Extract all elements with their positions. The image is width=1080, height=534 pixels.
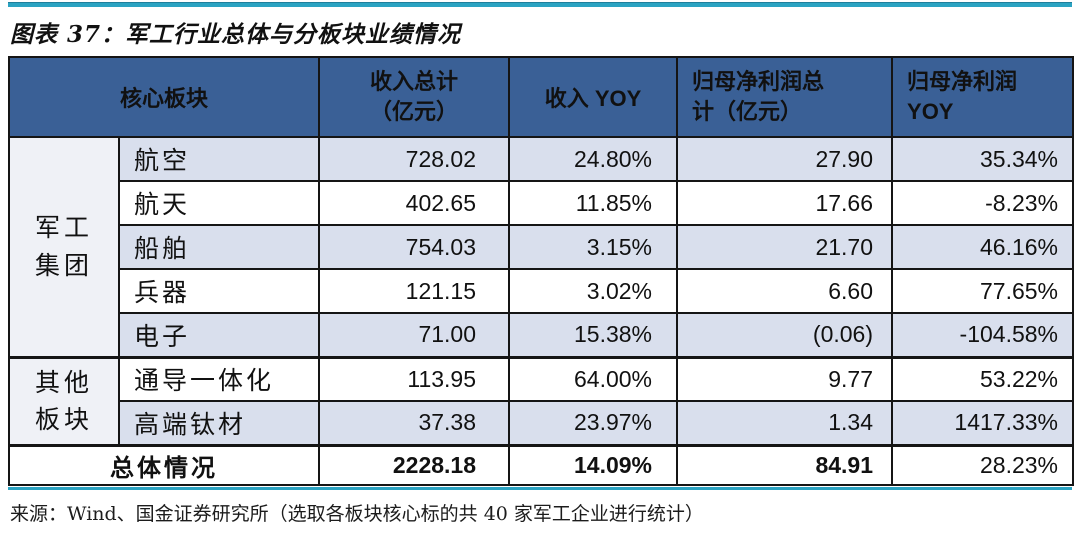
col-header-core-sector: 核心板块 — [7, 56, 321, 138]
sector-name-cell: 航天 — [117, 180, 321, 226]
profit-yoy-cell: -8.23% — [891, 180, 1075, 226]
col-header-revenue-total-line1: 收入总计 — [370, 69, 459, 95]
table-row-aviation: 军工集团 航空 728.02 24.80% 27.90 35.34% — [8, 136, 1075, 358]
col-header-profit-yoy-line1: 归母净利润 — [907, 69, 1018, 95]
group-cell-other: 其他板块 — [8, 355, 120, 446]
col-header-revenue-total: 收入总计 （亿元） — [318, 56, 511, 138]
sector-name-cell: 高端钛材 — [117, 400, 321, 446]
profit-yoy-cell: 35.34% — [891, 136, 1075, 182]
revenue-cell: 2228.18 — [318, 443, 511, 486]
revenue-yoy-cell: 15.38% — [508, 312, 679, 358]
profit-cell: 21.70 — [676, 224, 894, 270]
bottom-divider — [8, 486, 1072, 490]
col-header-profit-total: 归母净利润总 计（亿元） — [676, 56, 894, 138]
col-header-profit-total-line2: 计（亿元） — [692, 99, 803, 124]
col-header-revenue-yoy: 收入 YOY — [508, 56, 679, 138]
revenue-yoy-cell: 64.00% — [508, 355, 679, 402]
sector-name-cell: 船舶 — [117, 224, 321, 270]
table-row-titanium: 高端钛材 37.38 23.97% 1.34 1417.33% — [9, 400, 1075, 446]
profit-cell: 6.60 — [676, 268, 894, 314]
revenue-cell: 71.00 — [318, 312, 511, 358]
profit-yoy-cell: 1417.33% — [891, 400, 1075, 446]
revenue-yoy-cell: 3.15% — [508, 224, 679, 270]
profit-yoy-cell: -104.58% — [891, 312, 1075, 358]
table-row-electronics: 电子 71.00 15.38% (0.06) -104.58% — [9, 312, 1075, 358]
revenue-cell: 754.03 — [318, 224, 511, 270]
profit-yoy-cell: 46.16% — [891, 224, 1075, 270]
source-note: 来源：Wind、国金证券研究所（选取各板块核心标的共 40 家军工企业进行统计） — [10, 502, 704, 525]
col-header-profit-total-line1: 归母净利润总 — [692, 69, 825, 95]
revenue-cell: 113.95 — [318, 355, 511, 402]
profit-cell: 17.66 — [676, 180, 894, 226]
top-divider — [8, 2, 1072, 7]
revenue-cell: 37.38 — [318, 400, 511, 446]
revenue-cell: 121.15 — [318, 268, 511, 314]
total-label-cell: 总体情况 — [7, 443, 321, 486]
profit-cell: (0.06) — [676, 312, 894, 358]
sector-name-cell: 兵器 — [117, 268, 321, 314]
revenue-yoy-cell: 11.85% — [508, 180, 679, 226]
group-cell-military: 军工集团 — [8, 136, 120, 358]
revenue-yoy-cell: 24.80% — [508, 136, 679, 182]
revenue-yoy-cell: 3.02% — [508, 268, 679, 314]
revenue-yoy-cell: 23.97% — [508, 400, 679, 446]
table-row-shipbuilding: 船舶 754.03 3.15% 21.70 46.16% — [9, 224, 1075, 270]
revenue-cell: 402.65 — [318, 180, 511, 226]
profit-cell: 84.91 — [676, 443, 894, 486]
col-header-profit-yoy-line2: YOY — [907, 99, 954, 124]
profit-cell: 1.34 — [676, 400, 894, 446]
col-header-revenue-total-line2: （亿元） — [370, 99, 459, 124]
revenue-cell: 728.02 — [318, 136, 511, 182]
table-row-navcom: 其他板块 通导一体化 113.95 64.00% 9.77 53.22% — [8, 355, 1075, 446]
profit-cell: 27.90 — [676, 136, 894, 182]
profit-yoy-cell: 77.65% — [891, 268, 1075, 314]
table-row-ordnance: 兵器 121.15 3.02% 6.60 77.65% — [9, 268, 1075, 314]
header-row: 核心板块 收入总计 （亿元） 收入 YOY 归母净利润总 计（亿元） 归母净利润… — [7, 56, 1075, 138]
figure-title: 图表 37：军工行业总体与分板块业绩情况 — [10, 21, 462, 48]
profit-yoy-cell: 53.22% — [891, 355, 1075, 402]
revenue-yoy-cell: 14.09% — [508, 443, 679, 486]
table-row-total: 总体情况 2228.18 14.09% 84.91 28.23% — [7, 443, 1075, 486]
col-header-profit-yoy: 归母净利润 YOY — [891, 56, 1075, 138]
sector-name-cell: 电子 — [117, 312, 321, 358]
table-row-aerospace: 航天 402.65 11.85% 17.66 -8.23% — [9, 180, 1075, 226]
performance-table: 核心板块 收入总计 （亿元） 收入 YOY 归母净利润总 计（亿元） 归母净利润… — [7, 56, 1075, 486]
sector-name-cell: 通导一体化 — [117, 355, 321, 402]
profit-yoy-cell: 28.23% — [891, 443, 1075, 486]
sector-name-cell: 航空 — [117, 136, 321, 182]
profit-cell: 9.77 — [676, 355, 894, 402]
